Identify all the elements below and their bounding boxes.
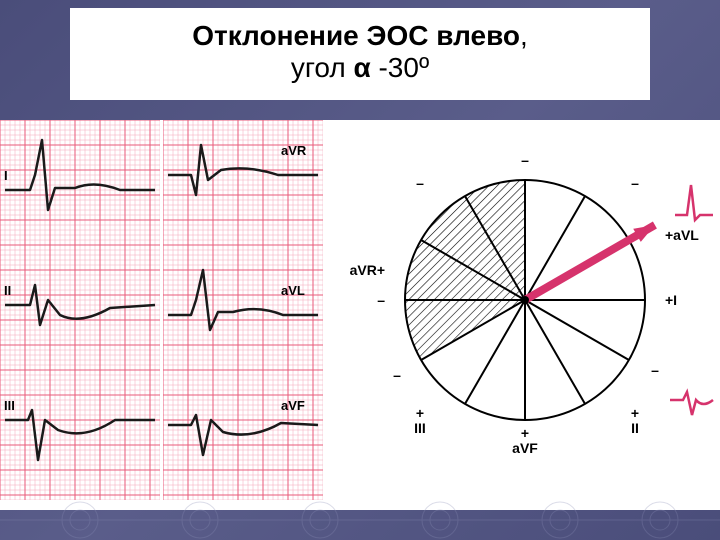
decoration-bottom bbox=[0, 500, 720, 540]
title-comma: , bbox=[520, 20, 528, 51]
hexaxial-panel: aVR++aVL+I+II+aVF+III–––––– bbox=[325, 120, 720, 510]
ecg-panel-augmented: aVR aVL aVF bbox=[163, 120, 320, 510]
lead-label-aVR: aVR bbox=[281, 143, 307, 158]
title-alpha: α bbox=[353, 52, 370, 83]
center-dot bbox=[521, 296, 529, 304]
hex-label: – bbox=[377, 292, 385, 308]
title-suffix: -30º bbox=[371, 52, 429, 83]
hex-label: +I bbox=[665, 292, 677, 308]
content-area: IIIIII aVRaVLaVF aVR++aVL+I+II+aVF+III––… bbox=[0, 120, 720, 510]
hex-label: II bbox=[631, 420, 639, 436]
hex-label: + bbox=[521, 425, 529, 441]
title-text-1: Отклонение ЭОС влево bbox=[192, 20, 520, 51]
mini-wave bbox=[670, 392, 713, 415]
lead-label-aVL: aVL bbox=[281, 283, 305, 298]
axis-arrow bbox=[525, 225, 655, 300]
title-box: Отклонение ЭОС влево, угол α -30º bbox=[70, 8, 650, 100]
hex-label: – bbox=[393, 367, 401, 383]
hex-label: – bbox=[521, 152, 529, 168]
lead-label-aVF: aVF bbox=[281, 398, 305, 413]
hex-label: III bbox=[414, 420, 426, 436]
title-line2: угол α -30º bbox=[90, 52, 630, 84]
mini-wave bbox=[675, 185, 713, 220]
hex-label: + bbox=[631, 405, 639, 421]
title-line1: Отклонение ЭОС влево, bbox=[90, 20, 630, 52]
lead-label-III: III bbox=[4, 398, 15, 413]
lead-label-I: I bbox=[4, 168, 8, 183]
hex-label: aVR+ bbox=[350, 262, 385, 278]
hex-label: – bbox=[651, 362, 659, 378]
ecg-grid-2: aVR aVL aVF bbox=[163, 120, 323, 500]
hex-label: – bbox=[631, 175, 639, 191]
hex-label: + bbox=[416, 405, 424, 421]
hexaxial-diagram: aVR++aVL+I+II+aVF+III–––––– bbox=[325, 120, 720, 500]
ecg-grid-1: IIIIII bbox=[0, 120, 160, 500]
lead-label-II: II bbox=[4, 283, 11, 298]
hex-label: +aVL bbox=[665, 227, 699, 243]
hex-label: aVF bbox=[512, 440, 538, 456]
ecg-panel-limb: IIIIII bbox=[0, 120, 157, 510]
hex-label: – bbox=[416, 175, 424, 191]
title-prefix: угол bbox=[291, 52, 354, 83]
